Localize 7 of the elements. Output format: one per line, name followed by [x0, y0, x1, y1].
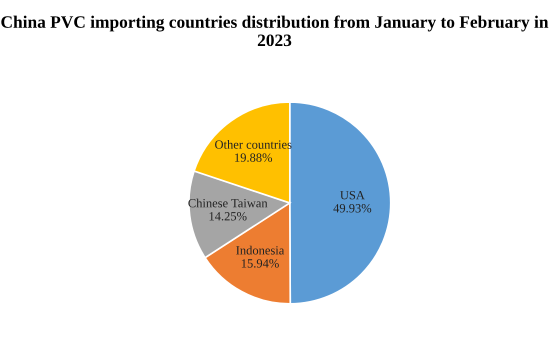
- chart-title: China PVC importing countries distribution from January to February in 2023: [1, 15, 548, 46]
- slice-label: USA: [340, 190, 365, 200]
- slice-label: Indonesia: [236, 246, 284, 255]
- data-label: 19.88%: [235, 153, 272, 162]
- data-label: 14.25%: [210, 212, 247, 221]
- data-label: 15.94%: [242, 259, 279, 268]
- data-label: 49.93%: [333, 204, 372, 213]
